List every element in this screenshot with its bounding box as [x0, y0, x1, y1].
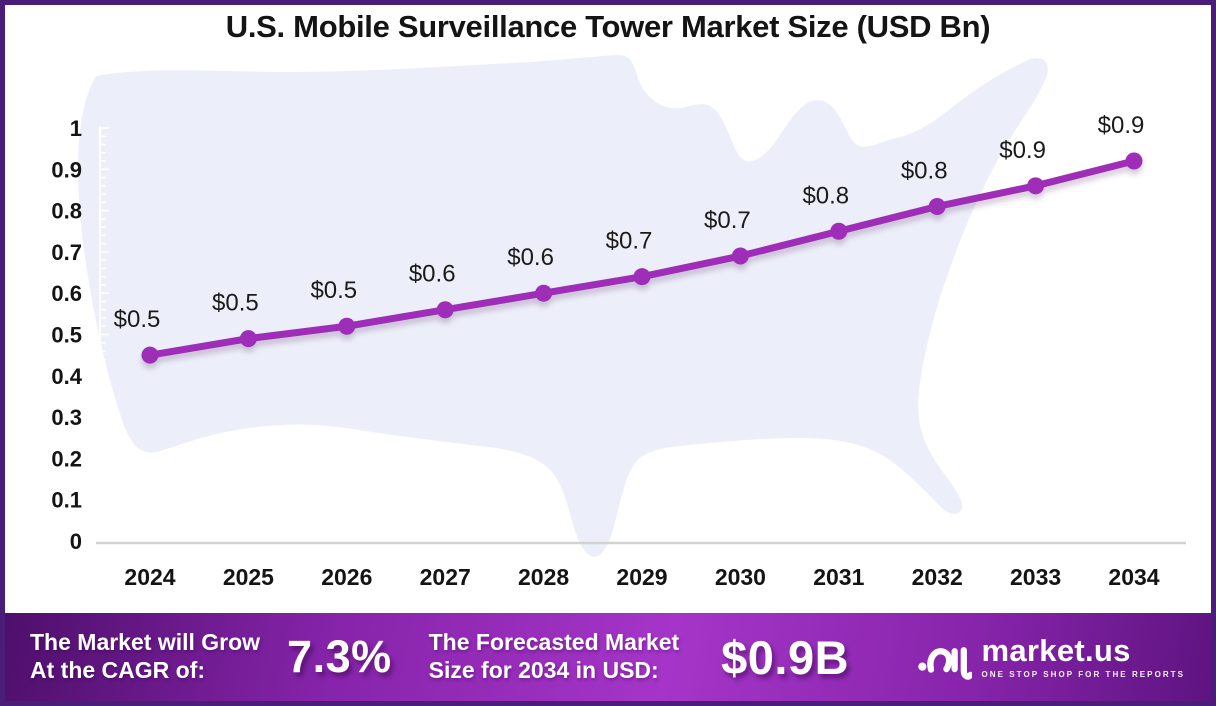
data-label-2028: $0.6 [507, 244, 554, 271]
y-tick-label-0.1: 0.1 [51, 488, 82, 513]
data-point-2029 [633, 268, 651, 286]
data-point-2026 [338, 317, 356, 335]
data-label-2032: $0.8 [901, 157, 948, 184]
x-tick-label-2032: 2032 [912, 564, 963, 590]
x-tick-label-2034: 2034 [1108, 564, 1159, 590]
logo-tagline: ONE STOP SHOP FOR THE REPORTS [981, 670, 1185, 679]
data-point-2025 [239, 330, 257, 348]
x-tick-label-2026: 2026 [321, 564, 372, 590]
marketus-logo-text: market.us ONE STOP SHOP FOR THE REPORTS [982, 635, 1185, 679]
forecast-value: $0.9B [721, 630, 850, 684]
x-tick-label-2031: 2031 [813, 564, 864, 590]
data-label-2033: $0.9 [999, 137, 1046, 164]
data-point-2032 [928, 197, 946, 215]
x-tick-label-2033: 2033 [1010, 564, 1061, 590]
data-point-2031 [830, 222, 848, 240]
y-tick-label-0: 0 [70, 529, 82, 554]
data-point-2030 [731, 247, 749, 265]
y-tick-label-0.5: 0.5 [51, 323, 82, 348]
x-tick-label-2028: 2028 [518, 564, 569, 590]
data-label-2034: $0.9 [1098, 112, 1145, 139]
y-tick-label-1: 1 [70, 116, 82, 141]
marketus-logo: market.us ONE STOP SHOP FOR THE REPORTS [917, 632, 1185, 682]
y-tick-label-0.2: 0.2 [51, 446, 82, 471]
y-axis-ruler [99, 126, 109, 543]
data-label-2031: $0.8 [802, 182, 849, 209]
marketus-logo-icon [917, 647, 972, 680]
us-map-silhouette [78, 54, 1048, 557]
data-label-2029: $0.7 [606, 228, 653, 255]
forecast-label: The Forecasted Market Size for 2034 in U… [429, 629, 680, 684]
cagr-label-line2: At the CAGR of: [30, 657, 206, 683]
x-tick-label-2024: 2024 [124, 564, 175, 590]
logo-name: market.us [981, 633, 1131, 668]
y-tick-label-0.6: 0.6 [51, 281, 82, 306]
data-label-2026: $0.5 [310, 277, 357, 304]
x-tick-label-2025: 2025 [223, 564, 274, 590]
x-tick-label-2029: 2029 [616, 564, 667, 590]
y-tick-label-0.8: 0.8 [51, 199, 82, 224]
cagr-label-line1: The Market will Grow [30, 629, 261, 656]
forecast-label-line1: The Forecasted Market [428, 629, 680, 656]
footer-banner: The Market will Grow At the CAGR of: 7.3… [5, 613, 1211, 701]
data-point-2034 [1125, 152, 1143, 170]
data-point-labels: $0.5 $0.5 $0.5 $0.6 $0.6 $0.7 $0.7 $0.8 $0.8 $0.9… [114, 112, 1145, 333]
data-point-2027 [436, 301, 454, 319]
data-label-2024: $0.5 [114, 306, 161, 333]
data-label-2025: $0.5 [212, 290, 259, 317]
y-tick-label-0.3: 0.3 [51, 405, 82, 430]
forecast-label-line2: Size for 2034 in USD: [428, 657, 659, 683]
x-axis-labels: 2024 2025 2026 2027 2028 2029 2030 2031 2032 2033… [124, 564, 1159, 590]
data-label-2030: $0.7 [704, 207, 751, 234]
y-axis-labels: 0 0.1 0.2 0.3 0.4 0.5 0.6 0.7 0.8 0.9 1 [51, 116, 82, 554]
data-point-2028 [535, 284, 553, 302]
data-point-2033 [1027, 177, 1045, 195]
y-tick-label-0.9: 0.9 [51, 157, 82, 182]
y-tick-label-0.4: 0.4 [51, 364, 82, 389]
data-label-2027: $0.6 [409, 261, 456, 288]
chart-title: U.S. Mobile Surveillance Tower Market Si… [225, 9, 991, 44]
series-line-group [141, 152, 1143, 364]
cagr-value: 7.3% [287, 631, 392, 682]
y-tick-label-0.7: 0.7 [51, 240, 82, 265]
x-tick-label-2027: 2027 [420, 564, 471, 590]
data-point-2024 [141, 346, 159, 364]
cagr-label: The Market will Grow At the CAGR of: [30, 629, 260, 684]
x-tick-label-2030: 2030 [715, 564, 766, 590]
